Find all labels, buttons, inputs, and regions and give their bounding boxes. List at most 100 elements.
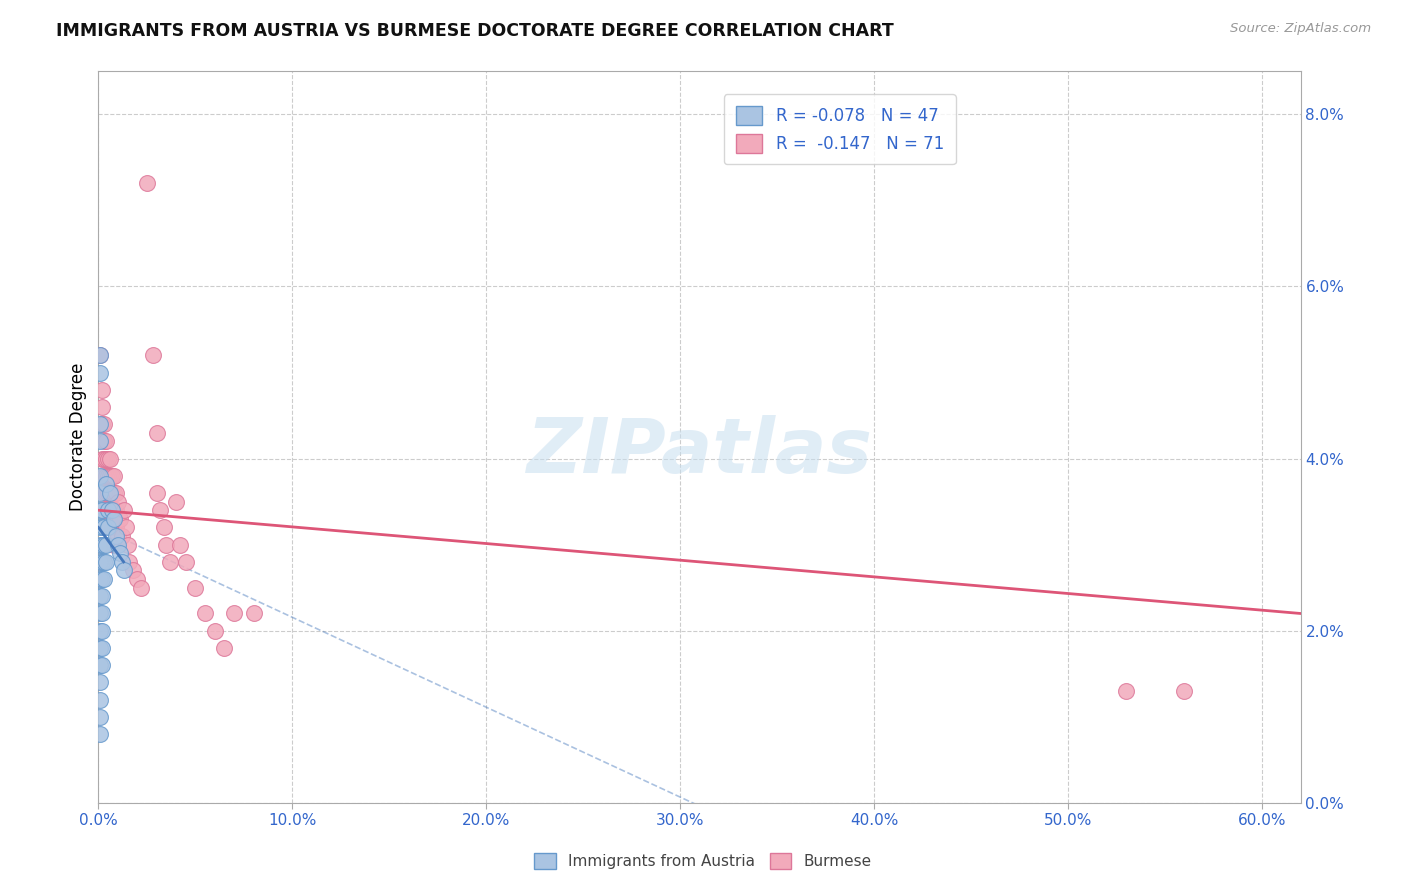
Point	[104, 486, 127, 500]
Point	[89, 607, 111, 621]
Point	[91, 417, 114, 432]
Point	[91, 503, 114, 517]
Point	[97, 451, 120, 466]
Point	[91, 383, 114, 397]
Point	[114, 520, 136, 534]
Point	[91, 658, 114, 673]
Point	[97, 503, 120, 517]
Legend: R = -0.078   N = 47, R =  -0.147   N = 71: R = -0.078 N = 47, R = -0.147 N = 71	[724, 95, 956, 164]
Text: Source: ZipAtlas.com: Source: ZipAtlas.com	[1230, 22, 1371, 36]
Point	[101, 503, 124, 517]
Point	[89, 555, 111, 569]
Point	[96, 477, 118, 491]
Point	[127, 572, 149, 586]
Point	[93, 538, 115, 552]
Point	[91, 640, 114, 655]
Point	[89, 658, 111, 673]
Point	[194, 607, 217, 621]
Point	[91, 589, 114, 603]
Point	[142, 348, 165, 362]
Point	[107, 512, 129, 526]
Point	[96, 468, 118, 483]
Point	[93, 434, 115, 449]
Point	[107, 538, 129, 552]
Point	[93, 468, 115, 483]
Point	[149, 503, 172, 517]
Point	[91, 624, 114, 638]
Point	[112, 503, 135, 517]
Point	[103, 538, 125, 552]
Point	[129, 581, 152, 595]
Point	[242, 607, 264, 621]
Text: IMMIGRANTS FROM AUSTRIA VS BURMESE DOCTORATE DEGREE CORRELATION CHART: IMMIGRANTS FROM AUSTRIA VS BURMESE DOCTO…	[56, 22, 894, 40]
Point	[89, 624, 111, 638]
Point	[108, 546, 131, 560]
Point	[89, 710, 111, 724]
Point	[97, 503, 120, 517]
Point	[204, 624, 226, 638]
Point	[89, 503, 111, 517]
Point	[98, 486, 121, 500]
Point	[91, 572, 114, 586]
Legend: Immigrants from Austria, Burmese: Immigrants from Austria, Burmese	[529, 847, 877, 875]
Point	[98, 520, 121, 534]
Point	[89, 572, 111, 586]
Point	[98, 451, 121, 466]
Point	[98, 486, 121, 500]
Point	[155, 538, 177, 552]
Point	[89, 589, 111, 603]
Point	[93, 417, 115, 432]
Point	[96, 555, 118, 569]
Point	[103, 486, 125, 500]
Point	[101, 520, 124, 534]
Point	[145, 486, 167, 500]
Point	[93, 572, 115, 586]
Point	[97, 468, 120, 483]
Point	[1115, 684, 1137, 698]
Point	[104, 529, 127, 543]
Point	[224, 607, 246, 621]
Y-axis label: Doctorate Degree: Doctorate Degree	[69, 363, 87, 511]
Point	[89, 520, 111, 534]
Point	[103, 468, 125, 483]
Point	[89, 366, 111, 380]
Point	[93, 555, 115, 569]
Point	[111, 529, 134, 543]
Point	[101, 486, 124, 500]
Point	[122, 564, 145, 578]
Point	[96, 451, 118, 466]
Point	[89, 348, 111, 362]
Point	[97, 486, 120, 500]
Point	[103, 512, 125, 526]
Point	[107, 529, 129, 543]
Point	[89, 692, 111, 706]
Point	[98, 468, 121, 483]
Point	[111, 555, 134, 569]
Point	[184, 581, 207, 595]
Point	[89, 417, 111, 432]
Text: ZIPatlas: ZIPatlas	[526, 415, 873, 489]
Point	[104, 520, 127, 534]
Point	[145, 425, 167, 440]
Point	[104, 503, 127, 517]
Point	[91, 555, 114, 569]
Point	[174, 555, 197, 569]
Point	[165, 494, 187, 508]
Point	[1173, 684, 1195, 698]
Point	[89, 468, 111, 483]
Point	[214, 640, 236, 655]
Point	[91, 400, 114, 414]
Point	[107, 494, 129, 508]
Point	[103, 503, 125, 517]
Point	[108, 512, 131, 526]
Point	[112, 564, 135, 578]
Point	[135, 176, 157, 190]
Point	[91, 538, 114, 552]
Point	[96, 434, 118, 449]
Point	[159, 555, 181, 569]
Point	[89, 640, 111, 655]
Point	[93, 503, 115, 517]
Point	[101, 503, 124, 517]
Point	[89, 538, 111, 552]
Point	[153, 520, 176, 534]
